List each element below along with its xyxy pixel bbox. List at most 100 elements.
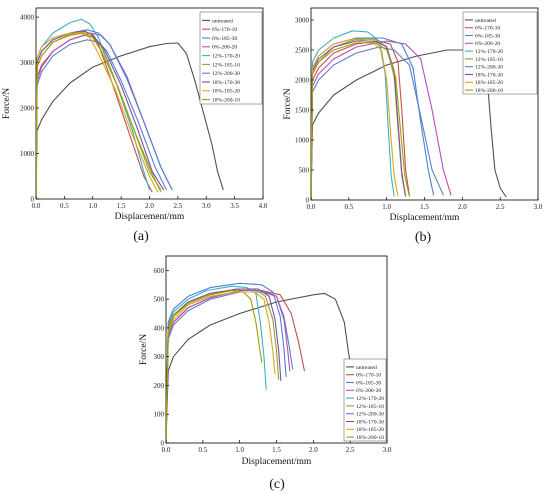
legend-entry: 6%-170-10 [475, 26, 500, 32]
chart-caption: (b) [415, 230, 432, 245]
series-group [311, 30, 507, 200]
legend-entry: 18%-200-10 [475, 88, 503, 94]
legend-entry: 12%-170-20 [475, 49, 503, 55]
y-tick-label: 1000 [295, 136, 310, 144]
y-axis-label: Force/N [283, 88, 293, 119]
legend-box [462, 11, 538, 95]
legend-entry: 12%-200-30 [212, 71, 240, 77]
legend-entry: 6%-200-20 [356, 388, 381, 394]
series-line-untreated [311, 49, 507, 200]
legend-entry: 18%-185-20 [475, 80, 503, 86]
x-tick-label: 1.5 [420, 203, 429, 211]
series-line-18%-170-30 [36, 30, 165, 199]
legend-entry: 6%-185-30 [475, 33, 500, 39]
x-tick-label: 2.5 [496, 203, 505, 211]
x-tick-label: 0.5 [60, 202, 69, 210]
y-tick-label: 3000 [295, 16, 310, 24]
y-tick-label: 500 [154, 296, 165, 304]
x-tick-label: 1.5 [117, 202, 126, 210]
x-tick-label: 4.0 [259, 202, 268, 210]
chart-caption: (a) [133, 229, 149, 244]
series-line-18%-200-10 [36, 32, 162, 199]
series-line-18%-170-30 [311, 40, 407, 200]
y-tick-label: 0 [306, 196, 310, 204]
series-group [36, 18, 224, 199]
legend-entry: 12%-185-10 [475, 57, 503, 63]
y-axis-label: Force/N [2, 88, 12, 119]
legend: untreated6%-170-106%-185-306%-200-2012%-… [462, 11, 538, 95]
x-tick-label: 3.0 [534, 203, 543, 211]
series-line-12%-185-10 [36, 31, 162, 199]
legend-entry: 12%-200-30 [356, 412, 384, 418]
y-tick-label: 1000 [20, 150, 35, 158]
legend-entry: 18%-200-10 [356, 435, 384, 441]
legend-entry: 18%-200-10 [212, 98, 240, 104]
x-tick-label: 3.0 [383, 446, 392, 454]
series-line-6%-200-20 [311, 40, 452, 200]
series-line-18%-185-20 [166, 291, 276, 443]
legend-entry: 12%-185-10 [356, 404, 384, 410]
legend-entry: 6%-200-20 [475, 41, 500, 47]
legend-entry: 12%-170-20 [356, 396, 384, 402]
legend-entry: 6%-200-20 [212, 45, 237, 51]
series-line-18%-185-20 [36, 32, 159, 199]
series-line-12%-200-30 [166, 282, 287, 443]
legend-entry: 6%-170-10 [212, 27, 237, 33]
series-line-18%-200-10 [311, 42, 410, 200]
y-tick-label: 2000 [295, 76, 310, 84]
series-line-12%-170-20 [311, 30, 395, 200]
x-tick-label: 0.0 [307, 203, 316, 211]
series-line-untreated [166, 292, 351, 443]
y-tick-label: 300 [154, 353, 165, 361]
y-axis-label: Force/N [139, 334, 149, 365]
series-line-6%-185-30 [36, 39, 167, 199]
legend-entry: 12%-200-30 [475, 65, 503, 71]
legend-entry: 12%-185-10 [212, 62, 240, 68]
y-tick-label: 3000 [20, 59, 35, 67]
legend: untreated6%-170-106%-185-306%-200-2012%-… [199, 11, 263, 105]
chart-c: 0.0 0.5 1.0 1.5 2.0 2.5 3.0 0 100 200 300 400 500 600… [139, 255, 392, 492]
legend-entry: untreated [356, 365, 377, 371]
x-tick-label: 1.0 [88, 202, 97, 210]
chart-a: 0.0 0.5 1.0 1.5 2.0 2.5 3.0 3.5 4.0 0 1000 2000 3000… [2, 7, 268, 244]
y-tick-label: 2500 [295, 46, 310, 54]
x-tick-label: 0.5 [198, 446, 207, 454]
legend-entry: 18%-170-30 [475, 72, 503, 78]
y-tick-label: 4000 [20, 13, 35, 21]
y-tick-label: 100 [154, 411, 165, 419]
legend-entry: untreated [212, 18, 233, 24]
chart-b: 0.0 0.5 1.0 1.5 2.0 2.5 3.0 0 500 1000 1500 2000 250… [283, 7, 543, 245]
x-tick-label: 0.5 [344, 203, 353, 211]
legend-box [199, 11, 263, 105]
x-tick-label: 1.5 [272, 446, 281, 454]
series-line-18%-200-10 [166, 289, 263, 443]
chart-caption: (c) [269, 477, 285, 492]
x-axis-label: Displacement/mm [242, 457, 312, 467]
series-group [166, 282, 351, 443]
y-tick-label: 600 [154, 267, 165, 275]
legend-box [343, 358, 387, 442]
series-line-6%-185-30 [311, 46, 444, 200]
y-tick-label: 500 [299, 166, 310, 174]
x-tick-label: 3.0 [202, 202, 211, 210]
x-axis-label: Displacement/mm [115, 212, 185, 222]
series-line-6%-170-10 [166, 289, 306, 443]
y-tick-label: 0 [31, 195, 35, 203]
x-tick-label: 2.0 [145, 202, 154, 210]
y-tick-label: 1500 [295, 106, 310, 114]
legend-entry: 18%-170-30 [212, 80, 240, 86]
series-line-12%-170-20 [166, 285, 267, 443]
x-tick-label: 1.0 [382, 203, 391, 211]
legend: untreated 6%-170-106%-185-30 6%-200-20 12%-… [343, 358, 387, 442]
x-axis-label: Displacement/mm [390, 213, 460, 223]
legend-entry: 12%-170-20 [212, 54, 240, 60]
legend-entry: 6%-170-10 [356, 373, 381, 379]
y-tick-label: 2000 [20, 104, 35, 112]
legend-entry: 18%-170-30 [356, 419, 384, 425]
x-tick-label: 2.5 [346, 446, 355, 454]
legend-entry: 6%-185-30 [356, 380, 381, 386]
y-tick-label: 200 [154, 382, 165, 390]
series-line-12%-200-30 [311, 37, 435, 200]
series-line-untreated [36, 42, 224, 199]
